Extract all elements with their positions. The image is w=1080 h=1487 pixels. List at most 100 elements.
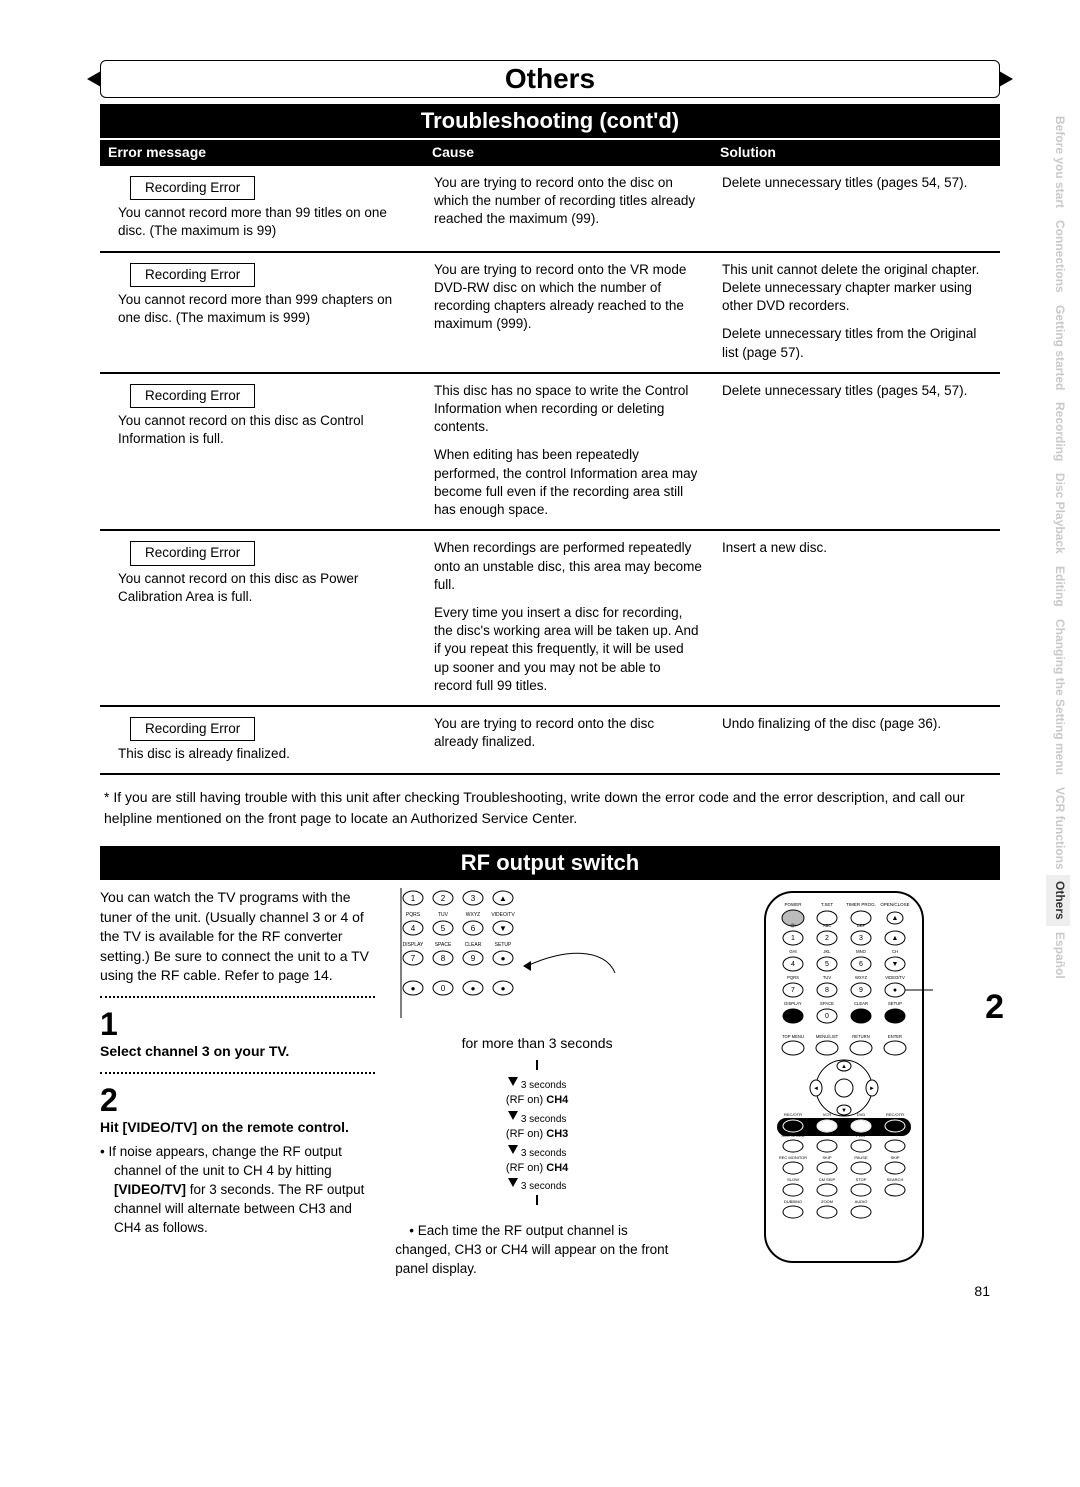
svg-text:CH: CH bbox=[891, 949, 897, 954]
cause-text: When recordings are performed repeatedly… bbox=[434, 539, 702, 594]
svg-text:●: ● bbox=[892, 987, 896, 994]
svg-text:SPACE: SPACE bbox=[435, 942, 452, 948]
table-header-row: Error message Cause Solution bbox=[100, 140, 1000, 164]
error-label-box: Recording Error bbox=[130, 176, 255, 200]
svg-text:MNO: MNO bbox=[856, 949, 867, 954]
svg-text:1: 1 bbox=[791, 935, 795, 942]
side-tab[interactable]: Recording bbox=[1046, 396, 1070, 467]
step-1-title: Select channel 3 on your TV. bbox=[100, 1042, 375, 1062]
svg-text:8: 8 bbox=[825, 987, 829, 994]
svg-text:◄: ◄ bbox=[813, 1086, 819, 1092]
for-more-than-label: for more than 3 seconds bbox=[395, 1034, 679, 1054]
solution-text: Insert a new disc. bbox=[722, 539, 990, 557]
side-tab[interactable]: Before you start bbox=[1046, 110, 1070, 214]
svg-text:DEF: DEF bbox=[856, 923, 865, 928]
svg-text:TIMER PROG.: TIMER PROG. bbox=[846, 902, 876, 907]
error-label-box: Recording Error bbox=[130, 717, 255, 741]
svg-text:6: 6 bbox=[859, 961, 863, 968]
svg-text:6: 6 bbox=[471, 924, 476, 933]
svg-text:DISPLAY: DISPLAY bbox=[403, 942, 424, 948]
table-row: Recording Error You cannot record more th… bbox=[100, 166, 1000, 253]
solution-text: Undo finalizing of the disc (page 36). bbox=[722, 715, 990, 733]
svg-text:T.SET: T.SET bbox=[820, 902, 833, 907]
svg-text:CLEAR: CLEAR bbox=[465, 942, 482, 948]
svg-text:3: 3 bbox=[859, 935, 863, 942]
step-number-2: 2 bbox=[100, 1084, 375, 1116]
svg-text:0: 0 bbox=[441, 984, 446, 993]
cause-text: You are trying to record onto the disc a… bbox=[434, 715, 702, 751]
step2-body-bold: [VIDEO/TV] bbox=[114, 1182, 186, 1197]
svg-text:▲: ▲ bbox=[891, 915, 898, 922]
svg-text:REC SPEED: REC SPEED bbox=[781, 1133, 804, 1138]
svg-text:●: ● bbox=[892, 1013, 896, 1020]
error-label-box: Recording Error bbox=[130, 263, 255, 287]
solution-text: This unit cannot delete the original cha… bbox=[722, 261, 990, 316]
cause-text: You are trying to record onto the VR mod… bbox=[434, 261, 702, 334]
svg-text:SLOW: SLOW bbox=[787, 1177, 799, 1182]
table-row: Recording ErrorYou cannot record on this… bbox=[100, 374, 1000, 532]
error-text: This disc is already finalized. bbox=[110, 745, 414, 763]
keypad-diagram: GHIJKLMNOCH123▲PQRSTUVWXYZVIDEO/TV456▼DI… bbox=[395, 888, 635, 1028]
error-text: You cannot record more than 99 titles on… bbox=[110, 204, 414, 240]
svg-text:●: ● bbox=[471, 984, 476, 993]
svg-text:DUBBING: DUBBING bbox=[783, 1199, 801, 1204]
svg-text:PQRS: PQRS bbox=[406, 912, 421, 918]
svg-text:REC MONITOR: REC MONITOR bbox=[778, 1155, 806, 1160]
svg-text:▼: ▼ bbox=[499, 924, 507, 933]
svg-text:▲: ▲ bbox=[841, 1064, 847, 1070]
svg-text:POWER: POWER bbox=[784, 902, 802, 907]
svg-text:2: 2 bbox=[825, 935, 829, 942]
table-row: Recording Error You cannot record more th… bbox=[100, 253, 1000, 374]
side-tab[interactable]: VCR functions bbox=[1046, 781, 1070, 876]
svg-text:JKL: JKL bbox=[823, 949, 831, 954]
side-tab[interactable]: Getting started bbox=[1046, 299, 1070, 396]
svg-text:GHI: GHI bbox=[789, 949, 796, 954]
table-row: Recording ErrorYou cannot record on this… bbox=[100, 531, 1000, 707]
table-header-cause: Cause bbox=[424, 140, 712, 164]
svg-text:●: ● bbox=[411, 984, 416, 993]
error-text: You cannot record more than 999 chapters… bbox=[110, 291, 414, 327]
topic-bar-rf: RF output switch bbox=[100, 846, 1000, 880]
side-tab[interactable]: Disc Playback bbox=[1046, 467, 1070, 560]
solution-text: Delete unnecessary titles (pages 54, 57)… bbox=[722, 174, 990, 192]
table-row: Recording Error This disc is already fina… bbox=[100, 707, 1000, 775]
svg-text:7: 7 bbox=[791, 987, 795, 994]
svg-text:AUDIO: AUDIO bbox=[854, 1199, 867, 1204]
cause-text: You are trying to record onto the disc o… bbox=[434, 174, 702, 229]
side-tab[interactable]: Editing bbox=[1046, 560, 1070, 613]
svg-text:4: 4 bbox=[411, 924, 416, 933]
svg-text:●: ● bbox=[501, 984, 506, 993]
svg-text:WXYZ: WXYZ bbox=[854, 975, 867, 980]
solution-text: Delete unnecessary titles (pages 54, 57)… bbox=[722, 382, 990, 400]
side-tab[interactable]: Changing the Setting menu bbox=[1046, 613, 1070, 781]
svg-text:RETURN: RETURN bbox=[852, 1034, 869, 1039]
svg-text:VIDEO/TV: VIDEO/TV bbox=[885, 975, 905, 980]
svg-text:5: 5 bbox=[441, 924, 446, 933]
svg-text:▼: ▼ bbox=[891, 961, 898, 968]
svg-text:VCR: VCR bbox=[822, 1112, 831, 1117]
rf-channel-sequence: 3 seconds(RF on) CH4 3 seconds(RF on) CH… bbox=[395, 1060, 679, 1211]
svg-text:0: 0 bbox=[825, 1013, 829, 1020]
cause-text: This disc has no space to write the Cont… bbox=[434, 382, 702, 437]
svg-text:4: 4 bbox=[791, 961, 795, 968]
svg-text:VIDEO/TV: VIDEO/TV bbox=[492, 912, 516, 918]
remote-control-diagram: POWERT.SETTIMER PROG.OPEN/CLOSE▲@!ABCDEF… bbox=[755, 888, 945, 1268]
svg-text:●: ● bbox=[501, 954, 506, 963]
svg-text:CLEAR: CLEAR bbox=[854, 1001, 868, 1006]
svg-text:9: 9 bbox=[471, 954, 476, 963]
svg-text:DISPLAY: DISPLAY bbox=[784, 1001, 802, 1006]
error-label-box: Recording Error bbox=[130, 541, 255, 565]
troubleshooting-footnote: * If you are still having trouble with t… bbox=[104, 787, 1000, 828]
rf-seq-label: (RF on) CH3 bbox=[395, 1127, 679, 1142]
table-header-error: Error message bbox=[100, 140, 424, 164]
cause-text: When editing has been repeatedly perform… bbox=[434, 446, 702, 519]
side-tab[interactable]: Connections bbox=[1046, 214, 1070, 299]
dotted-separator bbox=[100, 1072, 375, 1074]
side-tab[interactable]: Español bbox=[1046, 926, 1070, 985]
callout-number-2: 2 bbox=[985, 984, 1004, 1032]
step-2-title: Hit [VIDEO/TV] on the remote control. bbox=[100, 1118, 375, 1138]
side-tab[interactable]: Others bbox=[1046, 875, 1070, 926]
step2-body-lead: If noise appears, change the RF output c… bbox=[108, 1144, 341, 1178]
rf-mid-footnote: Each time the RF output channel is chang… bbox=[395, 1222, 679, 1279]
svg-text:▲: ▲ bbox=[891, 935, 898, 942]
